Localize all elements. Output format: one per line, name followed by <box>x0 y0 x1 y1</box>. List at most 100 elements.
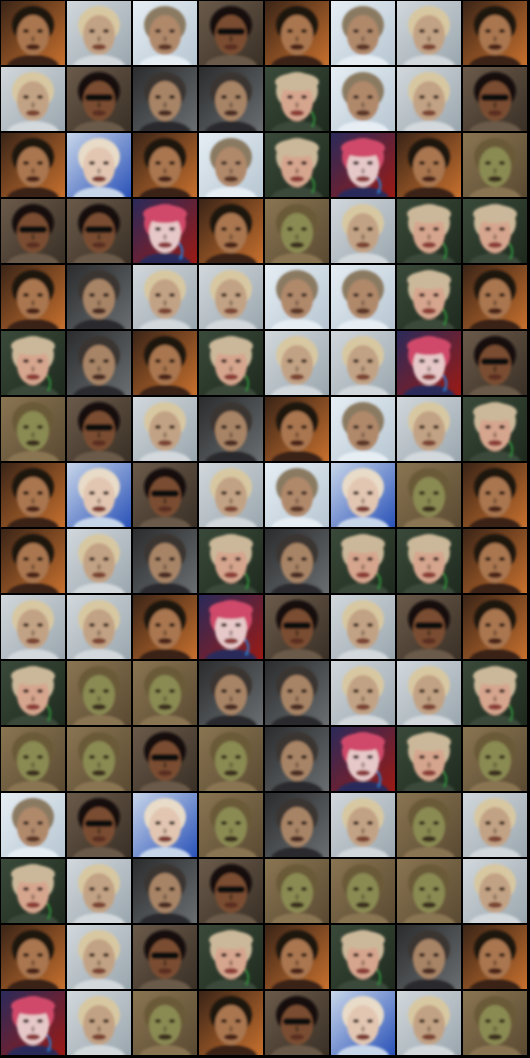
face-thumbnail <box>265 859 329 923</box>
face-thumbnail <box>67 595 131 659</box>
face-thumbnail <box>265 265 329 329</box>
face-thumbnail <box>397 793 461 857</box>
face-thumbnail <box>397 331 461 395</box>
face-thumbnail <box>133 67 197 131</box>
face-thumbnail <box>67 793 131 857</box>
face-thumbnail <box>265 727 329 791</box>
face-thumbnail <box>199 529 263 593</box>
face-thumbnail <box>133 463 197 527</box>
face-thumbnail <box>1 1 65 65</box>
face-thumbnail <box>67 67 131 131</box>
face-thumbnail <box>397 595 461 659</box>
face-thumbnail <box>265 463 329 527</box>
face-thumbnail <box>1 199 65 263</box>
face-thumbnail <box>331 67 395 131</box>
face-thumbnail <box>67 265 131 329</box>
face-thumbnail <box>265 661 329 725</box>
face-thumbnail <box>133 595 197 659</box>
face-thumbnail <box>67 925 131 989</box>
face-thumbnail <box>133 661 197 725</box>
face-thumbnail <box>199 397 263 461</box>
face-thumbnail <box>1 331 65 395</box>
face-thumbnail <box>265 529 329 593</box>
face-thumbnail <box>265 67 329 131</box>
face-thumbnail <box>397 133 461 197</box>
face-thumbnail <box>397 265 461 329</box>
face-thumbnail <box>397 859 461 923</box>
face-thumbnail <box>331 859 395 923</box>
face-thumbnail <box>199 199 263 263</box>
face-thumbnail <box>133 727 197 791</box>
face-thumbnail <box>133 1 197 65</box>
face-thumbnail <box>265 595 329 659</box>
face-thumbnail <box>1 529 65 593</box>
face-thumbnail <box>199 925 263 989</box>
face-thumbnail <box>133 991 197 1055</box>
face-thumbnail <box>133 397 197 461</box>
face-thumbnail <box>331 397 395 461</box>
face-thumbnail <box>331 133 395 197</box>
face-thumbnail <box>463 133 527 197</box>
face-thumbnail <box>331 463 395 527</box>
face-thumbnail <box>133 331 197 395</box>
face-thumbnail <box>67 133 131 197</box>
face-thumbnail <box>133 793 197 857</box>
face-thumbnail <box>67 727 131 791</box>
face-thumbnail <box>331 331 395 395</box>
face-thumbnail <box>331 595 395 659</box>
face-thumbnail <box>67 463 131 527</box>
face-thumbnail <box>463 925 527 989</box>
face-thumbnail <box>463 199 527 263</box>
face-thumbnail <box>199 727 263 791</box>
face-thumbnail <box>199 331 263 395</box>
face-thumbnail <box>133 859 197 923</box>
face-thumbnail <box>133 265 197 329</box>
face-thumbnail <box>1 133 65 197</box>
face-thumbnail <box>265 331 329 395</box>
face-thumbnail <box>199 265 263 329</box>
face-thumbnail <box>463 397 527 461</box>
face-thumbnail <box>463 727 527 791</box>
face-thumbnail <box>1 397 65 461</box>
face-thumbnail <box>67 859 131 923</box>
face-thumbnail <box>463 793 527 857</box>
face-thumbnail <box>265 991 329 1055</box>
face-thumbnail <box>331 793 395 857</box>
face-thumbnail <box>331 1 395 65</box>
face-thumbnail <box>463 991 527 1055</box>
face-thumbnail <box>133 925 197 989</box>
face-thumbnail <box>67 661 131 725</box>
face-thumbnail <box>265 925 329 989</box>
face-thumbnail <box>199 67 263 131</box>
face-thumbnail <box>463 529 527 593</box>
face-thumbnail <box>1 727 65 791</box>
face-thumbnail <box>1 925 65 989</box>
face-thumbnail <box>463 661 527 725</box>
face-thumbnail <box>265 397 329 461</box>
face-thumbnail <box>1 859 65 923</box>
face-thumbnail <box>463 67 527 131</box>
face-thumbnail <box>1 991 65 1055</box>
face-thumbnail <box>463 1 527 65</box>
face-thumbnail <box>331 661 395 725</box>
face-thumbnail <box>265 133 329 197</box>
face-thumbnail <box>463 463 527 527</box>
face-thumbnail <box>463 331 527 395</box>
face-thumbnail <box>331 265 395 329</box>
face-thumbnail <box>397 661 461 725</box>
face-thumbnail <box>67 397 131 461</box>
face-thumbnail <box>67 529 131 593</box>
face-thumbnail <box>1 595 65 659</box>
face-thumbnail <box>397 67 461 131</box>
face-thumbnail <box>463 265 527 329</box>
face-thumbnail <box>199 463 263 527</box>
face-thumbnail <box>463 595 527 659</box>
face-thumbnail <box>199 991 263 1055</box>
face-thumbnail <box>133 529 197 593</box>
face-thumbnail <box>67 331 131 395</box>
face-thumbnail <box>397 199 461 263</box>
face-thumbnail <box>397 529 461 593</box>
face-thumbnail <box>397 991 461 1055</box>
face-thumbnail <box>397 727 461 791</box>
